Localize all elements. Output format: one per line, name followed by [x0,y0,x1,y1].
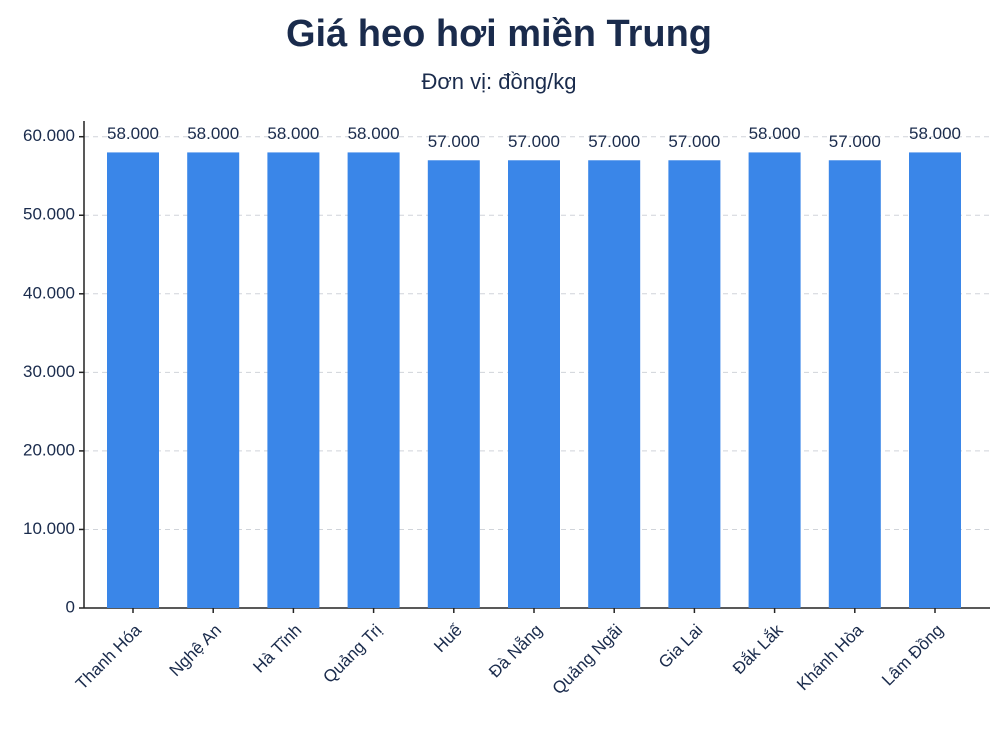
bar [508,160,560,608]
value-label: 57.000 [508,132,560,151]
value-label: 57.000 [668,132,720,151]
y-tick-label: 0 [66,597,75,616]
value-label: 58.000 [267,124,319,143]
x-tick-label: Thanh Hóa [72,620,145,693]
y-tick-label: 10.000 [23,519,75,538]
value-label: 58.000 [749,124,801,143]
x-tick-label: Đà Nẵng [485,621,546,682]
x-tick-label: Hà Tĩnh [249,621,305,677]
x-tick-label: Quảng Ngãi [549,621,627,699]
value-label: 58.000 [187,124,239,143]
x-tick-label: Khánh Hòa [793,620,867,694]
y-tick-label: 20.000 [23,440,75,459]
bar [588,160,641,608]
y-tick-label: 30.000 [23,362,75,381]
y-tick-label: 50.000 [23,205,75,224]
bar [267,152,320,608]
value-label: 58.000 [107,124,159,143]
bar [187,152,240,608]
bar [107,152,159,608]
bar [828,160,881,608]
y-tick-label: 40.000 [23,283,75,302]
value-label: 57.000 [588,132,640,151]
value-label: 57.000 [829,132,881,151]
chart-title: Giá heo hơi miền Trung [286,13,712,55]
bar [748,152,801,608]
bar [909,152,961,608]
y-tick-label: 60.000 [23,126,75,145]
x-tick-label: Huế [430,620,466,656]
x-tick-label: Nghệ An [166,621,226,681]
value-label: 58.000 [348,124,400,143]
bar [347,152,400,608]
value-label: 57.000 [428,132,480,151]
x-tick-label: Lâm Đồng [878,621,947,690]
x-tick-label: Quảng Trị [319,621,385,687]
x-tick-label: Gia Lai [655,621,707,673]
bar [427,160,480,608]
value-label: 58.000 [909,124,961,143]
bar [668,160,721,608]
chart-subtitle: Đơn vị: đồng/kg [421,69,576,94]
x-tick-label: Đắk Lắk [729,620,787,678]
